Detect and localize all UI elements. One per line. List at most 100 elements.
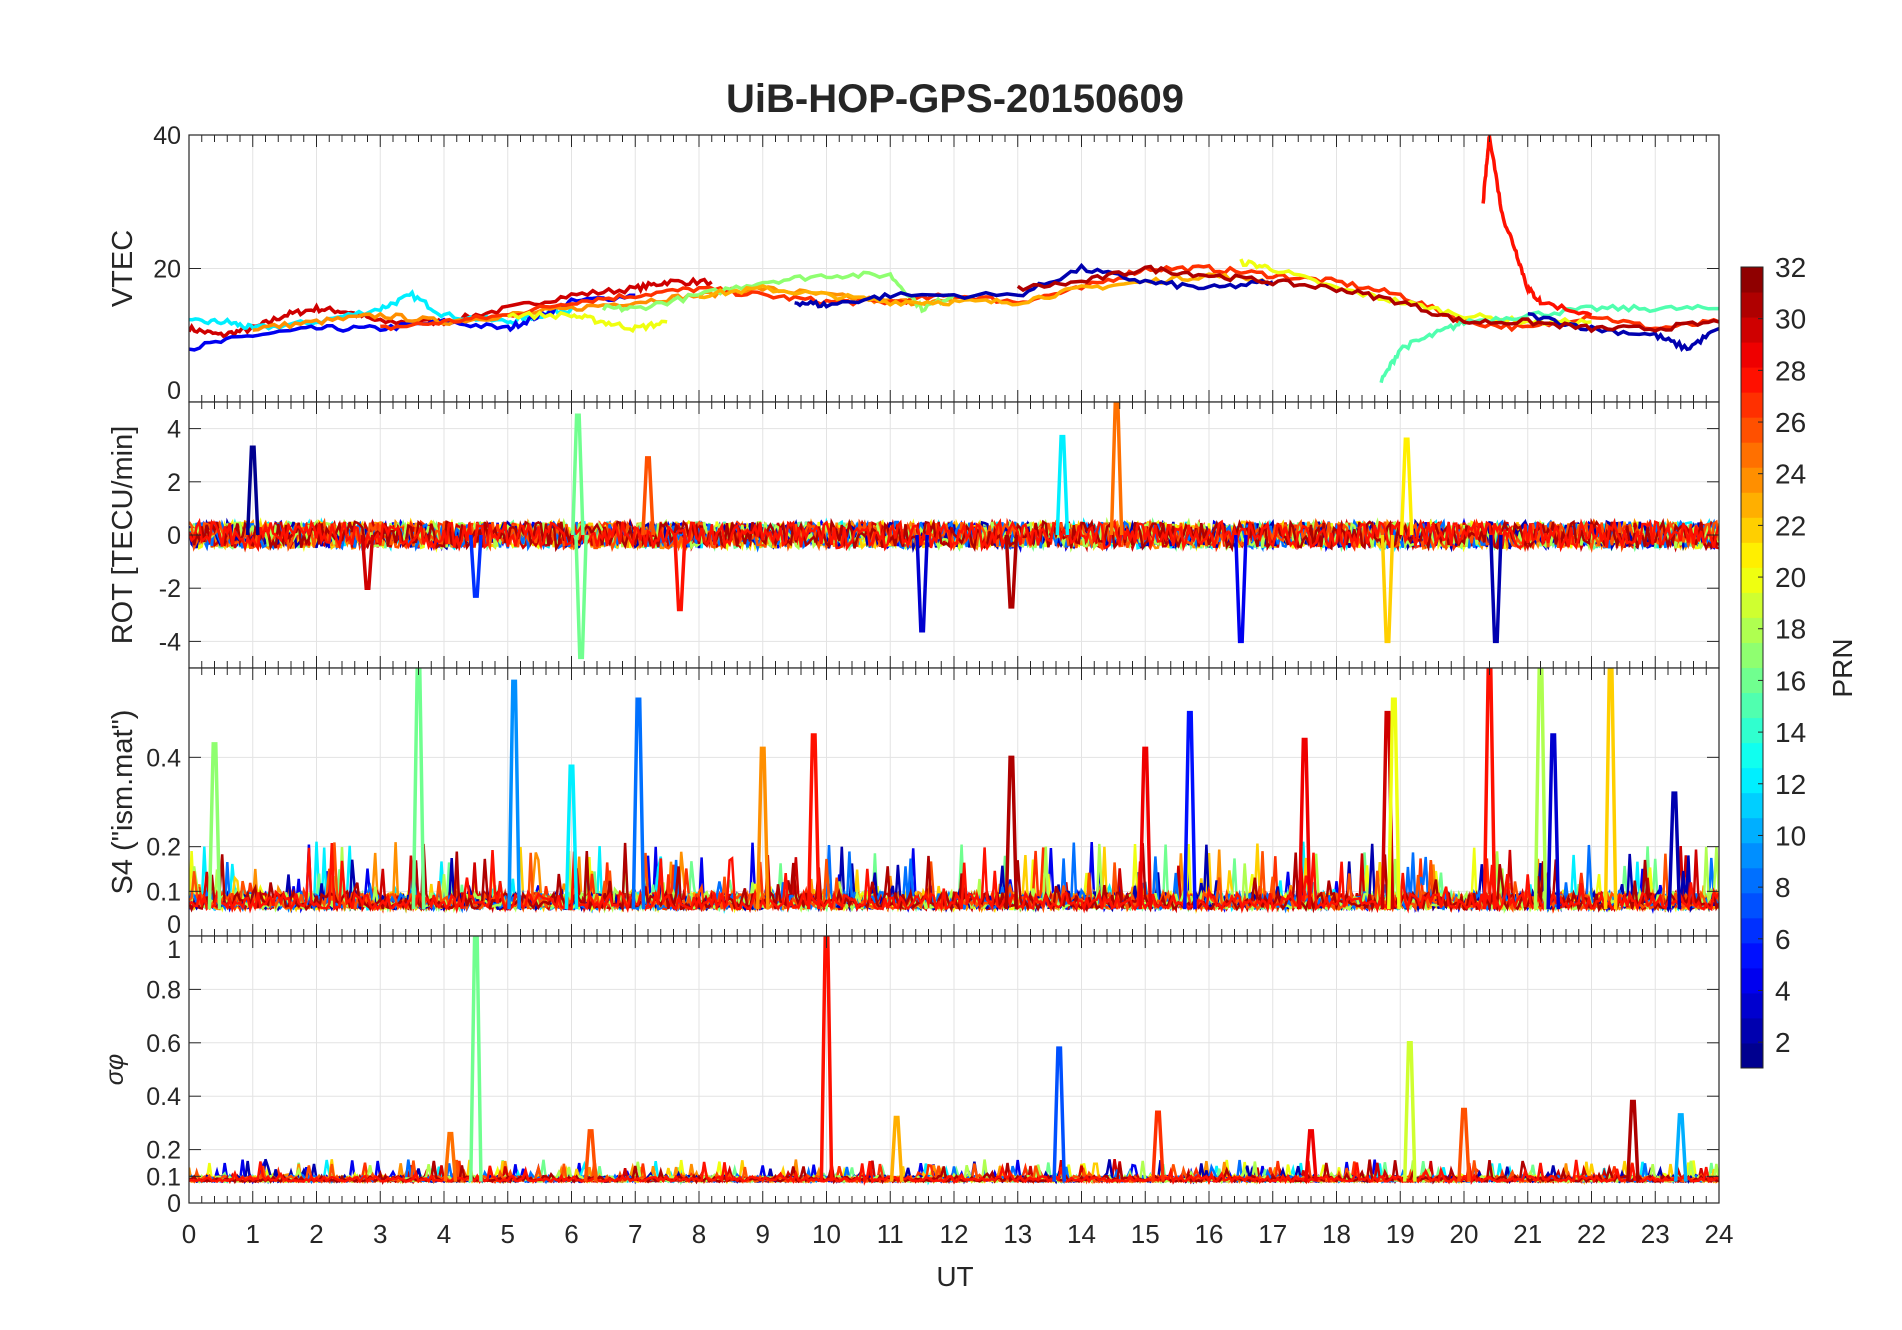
y-tick-label: 0.8 xyxy=(146,976,181,1004)
spike-prn-16 xyxy=(469,936,483,1182)
colorbar-swatch xyxy=(1741,492,1763,518)
spike-prn-6 xyxy=(469,534,483,598)
colorbar-swatch xyxy=(1741,917,1763,944)
colorbar-swatch xyxy=(1741,617,1763,643)
spike-prn-22 xyxy=(1603,668,1618,910)
spike-prn-7 xyxy=(1052,1046,1067,1182)
colorbar-swatch xyxy=(1741,742,1763,769)
spike-prn-26 xyxy=(583,1129,598,1182)
data-lines xyxy=(189,402,1719,660)
x-axis-label: UT xyxy=(936,1261,973,1292)
x-tick-label: 1 xyxy=(246,1219,260,1249)
x-tick-label: 19 xyxy=(1386,1219,1415,1249)
x-tick-label: 8 xyxy=(692,1219,706,1249)
spike-prn-3 xyxy=(1546,733,1561,910)
series-line-prn-28 xyxy=(189,517,1719,553)
colorbar-tick-label: 2 xyxy=(1775,1027,1791,1058)
colorbar-swatch xyxy=(1741,542,1763,568)
y-tick-label: 4 xyxy=(167,416,181,444)
data-lines xyxy=(189,135,1719,384)
spike-prn-31 xyxy=(1004,755,1019,910)
spike-prn-2 xyxy=(1489,534,1503,644)
colorbar-tick-label: 26 xyxy=(1775,407,1806,438)
colorbar-border xyxy=(1740,266,1764,1069)
panel-4: 00.10.2 0.4 0.6 0.8 1 σφ xyxy=(101,935,1720,1218)
colorbar-label: PRN xyxy=(1827,638,1858,697)
y-axis-label: S4 ("ism.mat") xyxy=(107,710,139,895)
colorbar-swatch xyxy=(1741,892,1763,919)
panel-3: 0 0.1 0.2 0.4S4 ("ism.mat") xyxy=(107,667,1720,939)
spike-prn-28 xyxy=(806,733,821,910)
colorbar-swatch xyxy=(1741,342,1763,368)
x-tick-label: 9 xyxy=(756,1219,770,1249)
colorbar-tick-label: 8 xyxy=(1775,872,1791,903)
x-tick-label: 7 xyxy=(628,1219,642,1249)
spike-prn-22 xyxy=(1380,534,1395,644)
spike-prn-28 xyxy=(673,534,687,612)
colorbar-swatch xyxy=(1741,767,1763,794)
x-tick-label: 4 xyxy=(437,1219,451,1249)
colorbar-tick-label: 22 xyxy=(1775,510,1806,541)
spike-prn-9 xyxy=(507,679,521,910)
x-tick-label: 6 xyxy=(564,1219,578,1249)
colorbar-tick-label: 12 xyxy=(1775,769,1806,800)
spike-prn-16 xyxy=(411,668,426,910)
x-tick-label: 18 xyxy=(1322,1219,1351,1249)
spike-prn-24 xyxy=(755,746,770,910)
series-line-prn-24 xyxy=(252,285,955,332)
spike-prn-16 xyxy=(571,413,585,536)
spike-prn-3 xyxy=(915,534,929,633)
y-tick-label: 0 xyxy=(167,522,181,550)
spike-prn-2 xyxy=(1667,791,1682,910)
y-tick-label: 0.6 xyxy=(146,1030,181,1058)
colorbar-swatch xyxy=(1741,942,1763,969)
x-tick-label: 20 xyxy=(1450,1219,1479,1249)
x-tick-label: 13 xyxy=(1003,1219,1032,1249)
y-tick-label: 0.2 xyxy=(146,1137,181,1165)
spike-prn-17 xyxy=(207,742,222,910)
x-tick-label: 23 xyxy=(1641,1219,1670,1249)
y-tick-label: 0.2 xyxy=(146,834,181,862)
colorbar-swatch xyxy=(1741,817,1763,844)
spike-prn-25 xyxy=(443,1131,458,1182)
colorbar-swatch xyxy=(1741,867,1763,894)
colorbar-tick-label: 16 xyxy=(1775,665,1806,696)
colorbar-swatch xyxy=(1741,717,1763,744)
panel-1: 0 20 40 VTEC xyxy=(107,122,1720,405)
spike-prn-16 xyxy=(574,534,588,660)
colorbar-tick-label: 18 xyxy=(1775,614,1806,645)
spike-prn-10 xyxy=(1673,1113,1688,1182)
y-tick-label: 0 xyxy=(167,911,181,939)
colorbar-swatch xyxy=(1741,292,1763,318)
colorbar-tick-label: 14 xyxy=(1775,717,1806,748)
y-tick-label: 0 xyxy=(167,1190,181,1218)
spike-prn-4 xyxy=(1234,534,1248,644)
x-tick-label: 12 xyxy=(940,1219,969,1249)
spike-prn-25 xyxy=(1109,402,1124,536)
colorbar-tick-label: 20 xyxy=(1775,562,1806,593)
spike-prn-31 xyxy=(1626,1099,1640,1182)
x-tick-label: 0 xyxy=(182,1219,196,1249)
colorbar-swatch xyxy=(1741,1042,1763,1069)
y-axis-label: ROT [TECU/min] xyxy=(107,426,139,645)
colorbar-swatch xyxy=(1741,567,1763,593)
x-tick-label: 3 xyxy=(373,1219,387,1249)
spike-prn-29 xyxy=(1304,1129,1318,1182)
spike-prn-18 xyxy=(1533,668,1548,910)
y-tick-label: 1 xyxy=(167,936,181,964)
spike-prn-28 xyxy=(819,936,834,1182)
colorbar-swatch xyxy=(1741,1017,1763,1044)
series-line-prn-15 xyxy=(1379,303,1719,384)
colorbar-swatch xyxy=(1741,267,1763,293)
colorbar-tick-label: 30 xyxy=(1775,304,1806,335)
y-tick-label: 0.4 xyxy=(146,744,181,772)
y-tick-label: 20 xyxy=(153,256,181,284)
spike-prn-23 xyxy=(889,1115,904,1182)
colorbar-swatch xyxy=(1741,667,1763,694)
colorbar-tick-label: 32 xyxy=(1775,252,1806,283)
spike-prn-8 xyxy=(631,697,646,910)
chart-title: UiB-HOP-GPS-20150609 xyxy=(726,77,1184,121)
spike-prn-29 xyxy=(1297,737,1312,910)
colorbar-tick-label: 28 xyxy=(1775,355,1806,386)
